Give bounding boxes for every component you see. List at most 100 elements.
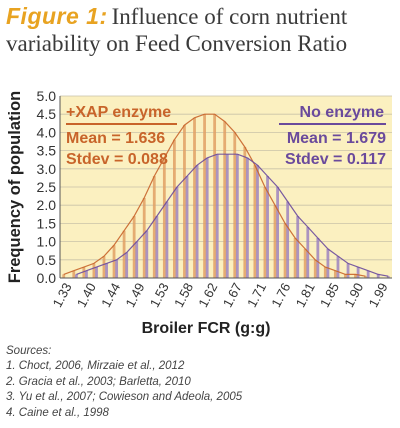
bar-no-enzyme bbox=[356, 267, 360, 278]
bar-xap bbox=[62, 274, 66, 278]
figure-title: Figure 1: Influence of corn nutrient vari… bbox=[6, 3, 398, 57]
bar-xap bbox=[253, 165, 257, 278]
y-tick-label: 4.0 bbox=[37, 124, 57, 140]
x-tick-label: 1.99 bbox=[366, 280, 391, 309]
y-tick-label: 2.0 bbox=[37, 197, 57, 213]
bar-xap bbox=[313, 259, 317, 278]
legend-no-enzyme: No enzyme Mean = 1.679 Stdev = 0.117 bbox=[279, 104, 386, 168]
bar-no-enzyme bbox=[386, 276, 390, 278]
bar-xap bbox=[102, 256, 106, 278]
bar-xap bbox=[152, 176, 156, 278]
bar-no-enzyme bbox=[366, 270, 370, 278]
bar-xap bbox=[203, 114, 206, 278]
fcr-distribution-chart: 0.0 0.5 1.0 1.5 2.0 2.5 3.0 3.5 4.0 4.5 5.0 1.33 1.… bbox=[6, 88, 392, 337]
series-lines bbox=[63, 113, 389, 277]
bar-xap bbox=[283, 223, 287, 278]
bar-no-enzyme bbox=[225, 154, 229, 278]
bar-xap bbox=[72, 270, 76, 278]
source-item-2: 2. Gracia et al., 2003; Barletta, 2010 bbox=[6, 375, 191, 388]
bar-xap bbox=[273, 205, 277, 278]
bar-no-enzyme bbox=[316, 237, 320, 278]
y-tick-label: 0.5 bbox=[37, 252, 57, 268]
bar-xap bbox=[354, 274, 357, 278]
series-line-no-enzyme bbox=[76, 153, 389, 277]
bar-xap bbox=[243, 146, 247, 278]
bar-no-enzyme bbox=[346, 263, 350, 278]
x-tick-label: 1.53 bbox=[147, 280, 172, 309]
bar-no-enzyme bbox=[185, 176, 189, 278]
bars bbox=[62, 114, 390, 278]
source-item-3: 3. Yu et al., 2007; Cowieson and Adeola,… bbox=[6, 391, 243, 404]
bar-xap bbox=[132, 216, 136, 278]
x-tick-label: 1.58 bbox=[171, 280, 196, 309]
legend-xap-stdev: Stdev = 0.088 bbox=[66, 151, 168, 168]
title-line-2: variability on Feed Conversion Ratio bbox=[6, 31, 348, 56]
bar-no-enzyme bbox=[235, 154, 239, 278]
bar-xap bbox=[172, 139, 176, 278]
x-tick-label: 1.67 bbox=[220, 280, 245, 309]
y-tick-labels: 0.0 0.5 1.0 1.5 2.0 2.5 3.0 3.5 4.0 4.5 5.0 bbox=[37, 88, 57, 286]
series-line-xap bbox=[63, 113, 366, 277]
bar-xap bbox=[92, 263, 96, 278]
bar-xap bbox=[293, 237, 297, 278]
bar-no-enzyme bbox=[205, 157, 209, 278]
bar-no-enzyme bbox=[256, 165, 259, 278]
legend-no-enzyme-name: No enzyme bbox=[300, 104, 385, 121]
x-tick-label: 1.85 bbox=[317, 280, 342, 309]
x-tick-label: 1.76 bbox=[268, 280, 293, 309]
bar-xap bbox=[142, 197, 146, 278]
bar-xap bbox=[112, 245, 116, 278]
bar-xap bbox=[233, 132, 237, 278]
bar-no-enzyme bbox=[175, 187, 179, 278]
x-tick-label: 1.90 bbox=[341, 280, 366, 309]
legend-no-enzyme-stdev: Stdev = 0.117 bbox=[285, 151, 386, 168]
bar-no-enzyme bbox=[215, 154, 219, 278]
bar-no-enzyme bbox=[135, 241, 139, 278]
bar-no-enzyme bbox=[246, 157, 249, 278]
x-tick-label: 1.49 bbox=[122, 280, 147, 309]
bar-no-enzyme bbox=[376, 274, 380, 278]
legend-xap-name: +XAP enzyme bbox=[66, 104, 171, 121]
y-tick-label: 3.0 bbox=[37, 161, 57, 177]
y-tick-label: 1.0 bbox=[37, 234, 57, 250]
bar-no-enzyme bbox=[95, 267, 98, 278]
source-item-4: 4. Caine et al., 1998 bbox=[6, 406, 109, 419]
bar-xap bbox=[333, 270, 337, 278]
bar-no-enzyme bbox=[296, 216, 300, 278]
legend-xap-enzyme: +XAP enzyme Mean = 1.636 Stdev = 0.088 bbox=[66, 104, 177, 168]
bar-xap bbox=[162, 157, 166, 278]
figure-label: Figure 1: bbox=[6, 3, 108, 29]
y-tick-label: 3.5 bbox=[37, 143, 57, 159]
x-tick-label: 1.71 bbox=[244, 280, 269, 309]
bar-no-enzyme bbox=[286, 201, 290, 278]
bar-no-enzyme bbox=[74, 274, 78, 278]
x-tick-label: 1.81 bbox=[293, 280, 318, 309]
bar-xap bbox=[364, 276, 367, 278]
bar-xap bbox=[193, 117, 196, 278]
bar-no-enzyme bbox=[195, 165, 199, 278]
x-axis-label: Broiler FCR (g:g) bbox=[142, 320, 271, 337]
bar-xap bbox=[344, 274, 347, 278]
bar-no-enzyme bbox=[115, 259, 119, 278]
bar-xap bbox=[263, 187, 267, 278]
y-tick-label: 5.0 bbox=[37, 88, 57, 104]
bar-no-enzyme bbox=[125, 252, 129, 278]
sources-section: Sources: 1. Choct, 2006, Mirzaie et al.,… bbox=[6, 344, 396, 421]
bar-xap bbox=[303, 248, 307, 278]
bar-no-enzyme bbox=[266, 176, 269, 278]
bar-no-enzyme bbox=[276, 187, 280, 278]
bar-xap bbox=[213, 114, 217, 278]
title-line-1: Influence of corn nutrient bbox=[111, 4, 348, 29]
legend-no-enzyme-mean: Mean = 1.679 bbox=[287, 130, 386, 147]
y-tick-label: 2.5 bbox=[37, 179, 57, 195]
y-tick-label: 0.0 bbox=[37, 270, 57, 286]
x-tick-label: 1.62 bbox=[195, 280, 220, 309]
x-tick-label: 1.40 bbox=[74, 280, 99, 309]
bar-no-enzyme bbox=[336, 256, 340, 278]
sources-heading: Sources: bbox=[6, 345, 52, 357]
bar-xap bbox=[223, 121, 227, 278]
y-tick-label: 4.5 bbox=[37, 106, 57, 122]
x-tick-labels: 1.33 1.40 1.44 1.49 1.53 1.58 1.62 1.67 1.71 1.76… bbox=[50, 280, 391, 309]
y-tick-label: 1.5 bbox=[37, 215, 57, 231]
source-item-1: 1. Choct, 2006, Mirzaie et al., 2012 bbox=[6, 360, 185, 373]
